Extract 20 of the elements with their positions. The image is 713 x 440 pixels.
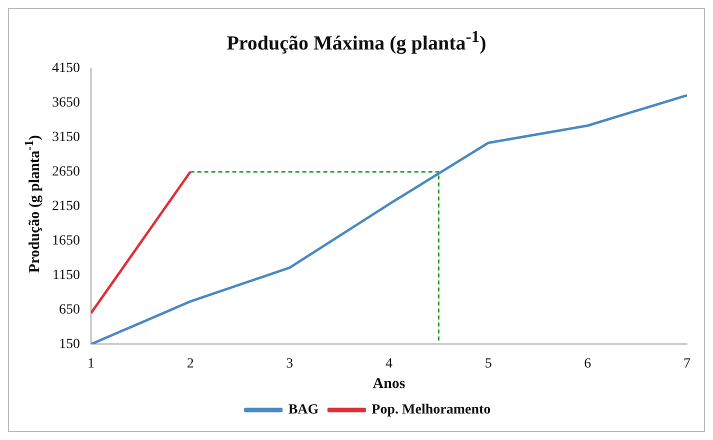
y-tick-label: 150 bbox=[59, 336, 80, 352]
y-tick-label: 2650 bbox=[52, 164, 80, 180]
x-tick-label: 2 bbox=[186, 356, 194, 372]
y-tick-label: 3650 bbox=[52, 96, 80, 111]
y-tick-label: 2150 bbox=[52, 198, 80, 214]
x-tick-label: 6 bbox=[584, 356, 592, 372]
x-tick-label: 7 bbox=[684, 356, 690, 372]
x-tick-label: 5 bbox=[484, 356, 492, 372]
y-tick-label: 3150 bbox=[52, 130, 80, 146]
y-tick-label: 650 bbox=[59, 302, 80, 318]
legend-label: Pop. Melhoramento bbox=[372, 402, 491, 418]
y-tick-label: 1150 bbox=[52, 268, 80, 283]
chart-title: Produção Máxima (g planta$^{-1}$) bbox=[226, 27, 488, 56]
x-tick-label: 3 bbox=[286, 356, 294, 372]
y-tick-label: 1650 bbox=[52, 233, 80, 248]
x-tick-label: 1 bbox=[88, 356, 94, 372]
x-tick-label: 4 bbox=[386, 356, 392, 372]
y-tick-label: 4150 bbox=[52, 61, 80, 76]
x-axis-title: Anos bbox=[372, 376, 406, 392]
legend-label: BAG bbox=[288, 402, 319, 418]
